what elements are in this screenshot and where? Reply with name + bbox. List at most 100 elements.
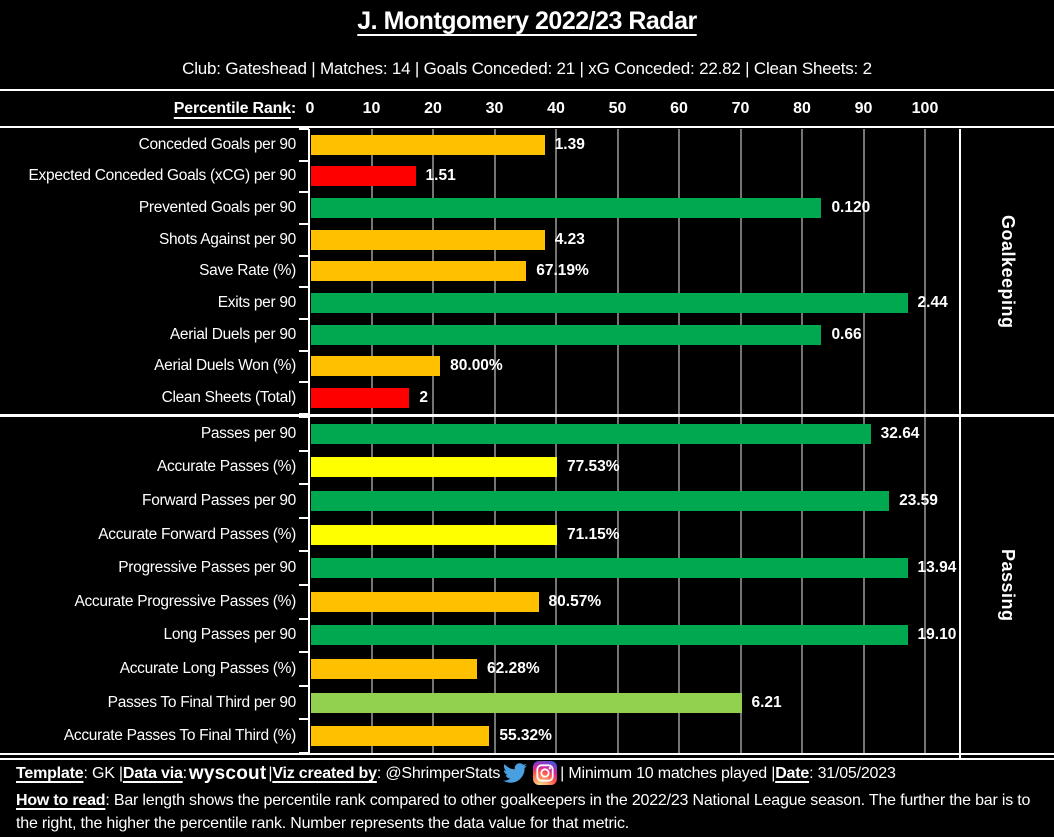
player-summary: Club: Gateshead | Matches: 14 | Goals Co…	[182, 59, 872, 78]
metric-row: Accurate Long Passes (%) 62.28%	[0, 652, 1054, 686]
percentile-bar	[311, 198, 822, 219]
percentile-bar	[311, 558, 908, 579]
metric-value: 32.64	[880, 424, 920, 442]
metric-value: 2	[419, 389, 429, 407]
how-to-read-label: How to read	[16, 792, 106, 809]
axis-tickmark	[299, 416, 309, 418]
percentile-bar	[311, 423, 871, 444]
metric-row: Accurate Progressive Passes (%) 80.57%	[0, 585, 1054, 619]
chart-bottom-border	[0, 753, 1054, 755]
metric-label: Passes To Final Third per 90	[107, 693, 297, 711]
wyscout-logo: wyscout	[188, 763, 267, 784]
axis-tickmark	[299, 684, 309, 687]
axis-title-colon: :	[290, 100, 296, 117]
metric-value: 2.44	[917, 294, 948, 312]
side-panel-border	[959, 129, 961, 759]
axis-tickmark	[299, 159, 309, 162]
axis-tick-label: 20	[424, 100, 442, 117]
metric-label: Accurate Progressive Passes (%)	[74, 592, 296, 610]
template-label: Template	[16, 765, 84, 782]
percentile-bar	[311, 324, 822, 345]
metric-row: Prevented Goals per 90 0.120	[0, 192, 1054, 224]
axis-tick-label: 70	[731, 100, 750, 117]
metric-row: Forward Passes per 90 23.59	[0, 484, 1054, 518]
metric-row: Shots Against per 90 4.23	[0, 224, 1054, 256]
percentile-bar	[311, 591, 539, 612]
metric-label: Forward Passes per 90	[142, 491, 296, 509]
metric-label: Prevented Goals per 90	[138, 199, 296, 217]
axis-tickmark	[299, 254, 309, 257]
percentile-bar	[311, 524, 557, 545]
metric-value: 19.10	[917, 626, 957, 644]
metric-row: Clean Sheets (Total) 2	[0, 382, 1054, 414]
metric-value: 80.57%	[548, 592, 602, 610]
metric-label: Accurate Forward Passes (%)	[98, 525, 296, 543]
instagram-icon	[533, 760, 558, 790]
axis-tickmark	[299, 516, 309, 519]
metric-row: Accurate Passes To Final Third (%) 55.32%	[0, 719, 1054, 753]
date-value: : 31/05/2023	[809, 765, 896, 782]
datavia-label: Data via	[122, 765, 183, 782]
metric-label: Accurate Passes (%)	[156, 458, 296, 476]
axis-tick-label: 80	[793, 100, 811, 117]
axis-tickmark	[299, 381, 309, 384]
metric-value: 13.94	[917, 559, 957, 577]
metric-row: Passes per 90 32.64	[0, 417, 1054, 451]
percentile-bar	[311, 388, 410, 409]
percentile-bar	[311, 293, 908, 314]
axis-tick-label: 0	[305, 100, 315, 117]
percentile-bar	[311, 356, 441, 377]
datavia-colon: :	[182, 765, 187, 782]
axis-tickmark	[299, 449, 309, 452]
template-value: : GK |	[83, 765, 123, 782]
axis-tickmark	[299, 718, 309, 721]
date-label: Date	[775, 765, 810, 782]
metric-row: Long Passes per 90 19.10	[0, 619, 1054, 653]
metric-label: Expected Conceded Goals (xCG) per 90	[28, 167, 297, 185]
axis-tick-label: 40	[547, 100, 565, 117]
axis-tickmark	[299, 191, 309, 194]
percentile-bar	[311, 457, 557, 478]
axis-tickmark	[299, 318, 309, 320]
metric-row: Accurate Forward Passes (%) 71.15%	[0, 518, 1054, 552]
y-axis-line	[308, 129, 310, 753]
section-divider-line	[0, 414, 1054, 417]
passing-side-panel: Passing	[961, 417, 1054, 753]
metric-label: Long Passes per 90	[163, 626, 297, 644]
metric-label: Progressive Passes per 90	[118, 559, 296, 577]
axis-tickmark	[299, 286, 309, 289]
goalkeeping-section-rows: Conceded Goals per 90 1.39 Expected Conced…	[0, 129, 1054, 414]
metric-row: Aerial Duels Won (%) 80.00%	[0, 351, 1054, 383]
metric-label: Aerial Duels Won (%)	[154, 357, 296, 375]
percentile-bar	[311, 261, 527, 282]
metric-value: 23.59	[899, 491, 938, 509]
percentile-bar	[311, 726, 490, 747]
axis-tickmark	[299, 128, 309, 130]
metric-value: 55.32%	[499, 727, 552, 745]
metric-label: Accurate Passes To Final Third (%)	[63, 727, 296, 745]
axis-tickmark	[299, 651, 309, 654]
axis-tick-label: 60	[670, 100, 688, 117]
metric-value: 1.39	[554, 135, 585, 153]
axis-tickmark	[299, 349, 309, 352]
how-to-read-note: How to read: Bar length shows the percen…	[16, 789, 1042, 835]
metric-row: Conceded Goals per 90 1.39	[0, 129, 1054, 161]
percentile-bar-chart: Conceded Goals per 90 1.39 Expected Conced…	[0, 128, 1054, 754]
metric-value: 62.28%	[487, 659, 540, 677]
footer-divider	[0, 758, 1054, 760]
axis-tick-label: 90	[854, 100, 873, 117]
twitter-icon	[503, 761, 528, 790]
metric-value: 6.21	[751, 693, 782, 711]
metric-label: Conceded Goals per 90	[138, 135, 297, 153]
percentile-bar	[311, 625, 908, 646]
metric-label: Clean Sheets (Total)	[161, 389, 297, 407]
credits-line: Template: GK | Data via: wyscout | Viz c…	[16, 760, 1038, 790]
percentile-bar	[311, 490, 890, 511]
axis-tick-label: 50	[608, 100, 627, 117]
metric-row: Exits per 90 2.44	[0, 287, 1054, 319]
header-divider	[0, 89, 1054, 91]
axis-tickmark	[299, 223, 309, 225]
axis-title-text: Percentile Rank	[173, 100, 291, 117]
axis-divider	[0, 126, 1054, 128]
